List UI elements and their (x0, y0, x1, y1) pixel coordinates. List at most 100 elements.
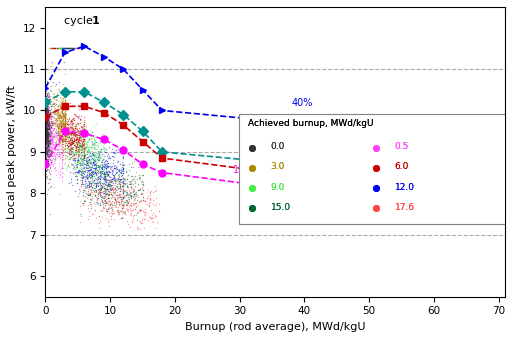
Point (55, 87, 63, 92)
Point (101, 171, 109, 176)
Point (76, 135, 84, 141)
Point (92, 195, 100, 200)
Point (126, 207, 134, 213)
Text: 0.5: 0.5 (395, 142, 409, 151)
Point (74, 139, 82, 145)
Point (55, 134, 64, 139)
Point (100, 164, 108, 170)
Point (125, 179, 133, 184)
Point (104, 181, 112, 186)
Point (100, 190, 108, 196)
Point (71, 172, 80, 177)
Point (103, 201, 111, 206)
Point (69, 164, 77, 170)
Point (43, 123, 51, 128)
Point (89, 156, 97, 161)
Point (50, 140, 58, 145)
Point (53, 109, 62, 115)
Point (50, 126, 58, 132)
Point (75, 146, 83, 152)
Point (96, 180, 105, 185)
Point (95, 171, 104, 176)
Point (132, 191, 141, 197)
Point (45, 121, 53, 126)
Point (77, 143, 86, 148)
Point (42, 114, 50, 119)
Point (59, 148, 67, 154)
Point (57, 123, 65, 128)
Point (119, 165, 127, 171)
Point (113, 167, 121, 172)
Point (58, 101, 67, 107)
Point (67, 176, 75, 181)
Point (43, 124, 51, 130)
Point (123, 218, 131, 223)
Point (98, 162, 106, 167)
Point (119, 161, 127, 166)
Point (43, 115, 51, 120)
Point (57, 154, 66, 160)
Point (63, 102, 71, 108)
Point (109, 173, 117, 178)
Point (86, 158, 94, 163)
Point (46, 114, 54, 119)
Point (116, 186, 124, 192)
Point (102, 200, 110, 205)
Point (108, 193, 116, 198)
Point (63, 121, 71, 126)
Point (49, 143, 57, 148)
Point (94, 140, 103, 145)
Point (51, 46, 60, 51)
Point (44, 133, 52, 138)
Point (118, 188, 126, 194)
Point (54, 120, 62, 126)
Point (80, 133, 88, 138)
Point (44, 135, 52, 140)
Point (106, 185, 114, 190)
Point (136, 226, 144, 232)
Point (116, 194, 124, 199)
Point (43, 66, 51, 72)
Point (109, 184, 117, 190)
Point (66, 142, 74, 147)
Point (42, 146, 50, 151)
Point (42, 125, 50, 131)
Point (69, 125, 77, 131)
Point (67, 132, 75, 137)
Point (42, 156, 50, 162)
Point (43, 128, 51, 133)
Point (60, 147, 68, 153)
Point (58, 141, 67, 146)
Point (100, 161, 108, 166)
Point (74, 157, 82, 162)
Point (43, 129, 51, 135)
Point (85, 184, 93, 189)
Point (108, 176, 116, 181)
Point (45, 131, 53, 136)
Point (88, 139, 96, 145)
Point (45, 167, 53, 173)
Point (113, 185, 122, 191)
Point (102, 200, 110, 205)
Point (55, 103, 64, 109)
Point (42, 117, 50, 123)
Point (42, 127, 50, 133)
Point (60, 124, 68, 129)
Point (85, 137, 93, 142)
Point (61, 98, 69, 103)
Point (82, 166, 90, 171)
Point (47, 123, 55, 129)
Point (42, 151, 50, 156)
Point (42, 141, 50, 146)
Point (42, 97, 50, 102)
Point (60, 59, 68, 65)
Point (76, 160, 84, 166)
Point (76, 155, 84, 160)
Point (74, 194, 82, 199)
Point (109, 187, 117, 193)
Point (61, 119, 69, 124)
Point (94, 157, 103, 162)
Point (149, 220, 157, 225)
Point (138, 217, 146, 222)
Point (44, 144, 52, 149)
